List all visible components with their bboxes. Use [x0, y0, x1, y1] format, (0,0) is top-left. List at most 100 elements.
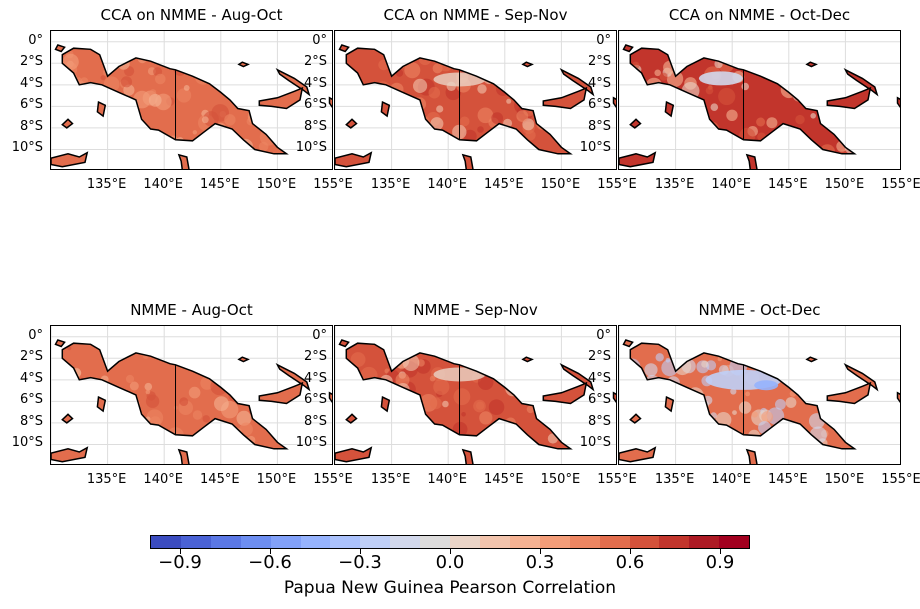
island: [521, 356, 534, 363]
map-panel-4: NMME - Aug-Oct 0° 2°S 4°S 6°S 8°S 10°S 135°E 140…: [12, 301, 353, 487]
lon-label: 135°E: [370, 177, 411, 192]
map-svg: [51, 31, 332, 169]
lon-label: 145°E: [200, 472, 240, 487]
colorbar-segment: [539, 536, 570, 548]
lon-label: 140°E: [427, 177, 467, 192]
colorbar-tick: [630, 549, 631, 554]
lat-label: 4°S: [587, 370, 611, 386]
colorbar-segment: [180, 536, 211, 548]
lat-label: 2°S: [303, 54, 327, 70]
island: [805, 356, 818, 363]
colorbar-tick-label: −0.6: [248, 552, 292, 573]
map-panel-6: NMME - Oct-Dec 0° 2°S 4°S 6°S 8°S 10°S 135°E 140…: [580, 301, 920, 487]
lat-label: 4°S: [303, 75, 327, 91]
map-svg: [619, 31, 900, 169]
colorbar-segment: [210, 536, 241, 548]
island: [612, 391, 616, 404]
island: [461, 448, 474, 464]
lat-label: 8°S: [19, 118, 43, 134]
island: [335, 446, 373, 463]
lon-label: 155°E: [313, 472, 353, 487]
lon-label: 140°E: [143, 177, 183, 192]
island: [177, 153, 190, 169]
island: [896, 96, 900, 109]
lon-label: 150°E: [824, 472, 865, 487]
lon-label: 150°E: [824, 177, 865, 192]
island: [237, 356, 250, 363]
colorbar-segment: [151, 536, 181, 548]
island: [542, 86, 588, 110]
panel-title: NMME - Aug-Oct: [130, 301, 253, 319]
panel-title: NMME - Oct-Dec: [698, 301, 821, 319]
colorbar-segment: [240, 536, 271, 548]
island: [54, 44, 66, 53]
island: [237, 61, 250, 68]
lat-label: 6°S: [19, 392, 43, 408]
lat-label: 4°S: [303, 370, 327, 386]
colorbar-segment: [569, 536, 600, 548]
map-svg: [51, 326, 332, 464]
colorbar-tick-label: 0.3: [525, 552, 555, 573]
island: [61, 118, 74, 129]
panel-title: CCA on NMME - Oct-Dec: [668, 6, 851, 24]
lat-label: 2°S: [303, 349, 327, 365]
lat-label: 6°S: [587, 392, 611, 408]
island: [380, 100, 391, 118]
lon-label: 155°E: [597, 472, 637, 487]
lon-label: 145°E: [484, 177, 524, 192]
island: [521, 61, 534, 68]
lon-label: 145°E: [768, 472, 808, 487]
island: [843, 68, 879, 97]
lat-label: 6°S: [303, 97, 327, 113]
lon-label: 145°E: [768, 177, 808, 192]
lon-label: 155°E: [881, 177, 920, 192]
colorbar-segment: [450, 536, 480, 548]
lat-label: 0°: [596, 327, 611, 343]
colorbar-tick: [180, 549, 181, 554]
map-area: [50, 30, 333, 170]
lat-label: 10°S: [579, 140, 611, 156]
island: [629, 118, 642, 129]
island: [61, 413, 74, 424]
lat-label: 10°S: [579, 435, 611, 451]
lon-label: 140°E: [143, 472, 183, 487]
island: [805, 61, 818, 68]
colorbar-tick-label: 0.0: [435, 552, 465, 573]
lat-label: 2°S: [19, 54, 43, 70]
lat-label: 4°S: [587, 75, 611, 91]
lat-label: 2°S: [19, 349, 43, 365]
colorbar-tick: [360, 549, 361, 554]
island: [461, 153, 474, 169]
island: [826, 381, 872, 405]
map-area: [334, 325, 617, 465]
island: [745, 448, 758, 464]
lat-label: 10°S: [11, 435, 43, 451]
colorbar-tick-label: 0.9: [705, 552, 735, 573]
coastline: [61, 47, 289, 155]
colorbar-segment: [479, 536, 510, 548]
lon-label: 145°E: [484, 472, 524, 487]
colorbar-title: Papua New Guinea Pearson Correlation: [283, 578, 617, 598]
colorbar-tick-label: −0.9: [158, 552, 202, 573]
lat-label: 2°S: [587, 54, 611, 70]
panel-title: CCA on NMME - Aug-Oct: [100, 6, 283, 24]
colorbar-tick: [540, 549, 541, 554]
lon-label: 150°E: [256, 177, 297, 192]
colorbar: [150, 535, 750, 554]
island: [328, 391, 332, 404]
lat-label: 0°: [28, 32, 43, 48]
lat-label: 8°S: [303, 413, 327, 429]
island: [843, 363, 879, 392]
island: [664, 100, 675, 118]
colorbar-gradient: [150, 535, 750, 549]
map-svg: [335, 31, 616, 169]
lat-label: 6°S: [303, 392, 327, 408]
coastline: [345, 342, 573, 450]
colorbar-segment: [689, 536, 720, 548]
lon-label: 140°E: [711, 177, 751, 192]
colorbar-segment: [599, 536, 630, 548]
island: [338, 339, 350, 348]
island: [51, 446, 89, 463]
colorbar-segment: [300, 536, 331, 548]
island: [328, 96, 332, 109]
